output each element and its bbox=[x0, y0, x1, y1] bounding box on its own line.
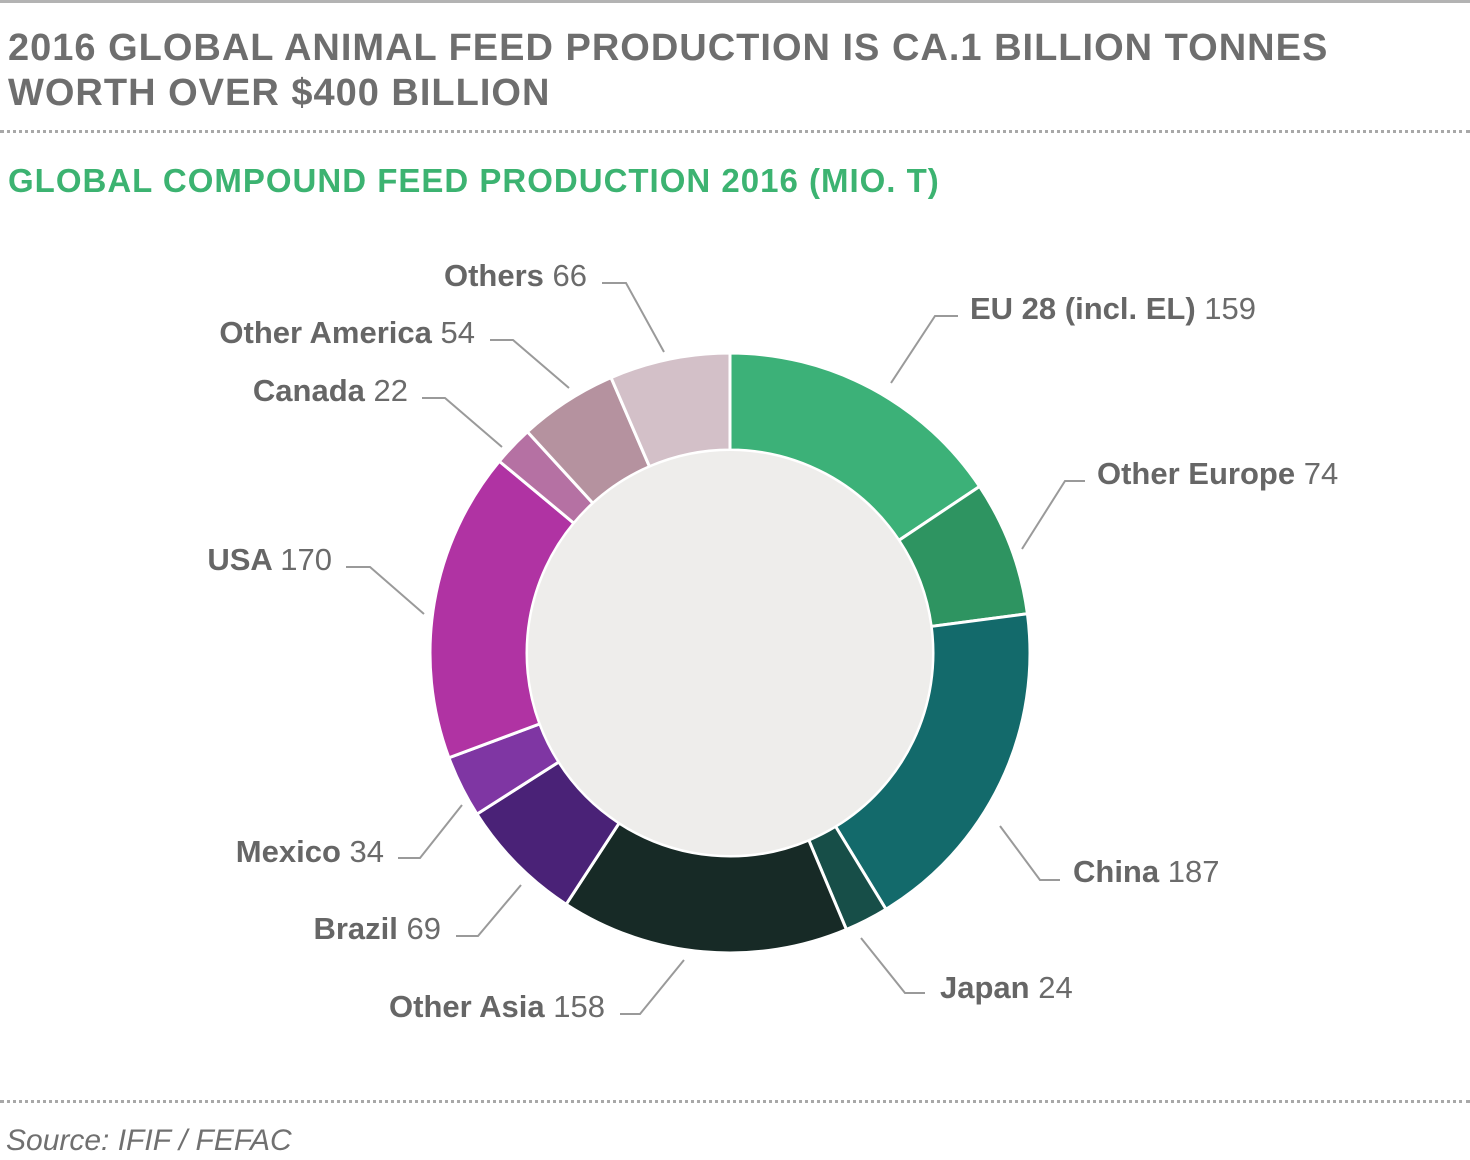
slice-label-value: 170 bbox=[280, 542, 332, 577]
slice-label-name: Other Asia bbox=[389, 989, 553, 1024]
donut-chart: EU 28 (incl. EL) 159 Other Europe 74 China… bbox=[207, 258, 1338, 1024]
slice-label-other-asia: Other Asia 158 bbox=[389, 989, 605, 1024]
slice-label-others: Others 66 bbox=[444, 258, 587, 293]
slice-label-name: Mexico bbox=[236, 834, 350, 869]
slice-label-brazil: Brazil 69 bbox=[313, 911, 441, 946]
chart-title: GLOBAL COMPOUND FEED PRODUCTION 2016 (MI… bbox=[8, 162, 940, 199]
slice-label-name: Canada bbox=[253, 373, 374, 408]
leader-line-other-asia bbox=[620, 959, 685, 1015]
slice-label-value: 22 bbox=[374, 373, 408, 408]
slice-label-china: China 187 bbox=[1073, 854, 1219, 889]
slice-label-name: Others bbox=[444, 258, 553, 293]
leader-line-brazil bbox=[456, 884, 522, 937]
slice-label-value: 159 bbox=[1204, 291, 1256, 326]
slice-label-value: 69 bbox=[407, 911, 441, 946]
leader-line-canada bbox=[422, 397, 503, 448]
leader-line-mexico bbox=[398, 804, 463, 859]
slice-label-other-america: Other America 54 bbox=[219, 315, 475, 350]
slice-label-name: Japan bbox=[940, 970, 1038, 1005]
slice-label-other-europe: Other Europe 74 bbox=[1097, 456, 1338, 491]
donut-slice-china bbox=[833, 612, 1032, 912]
source-note: Source: IFIF / FEFAC bbox=[6, 1124, 292, 1157]
leader-line-china bbox=[999, 825, 1060, 881]
leader-line-others bbox=[602, 282, 665, 353]
slice-label-name: Brazil bbox=[313, 911, 406, 946]
slice-label-value: 158 bbox=[553, 989, 605, 1024]
top-rule bbox=[0, 0, 1470, 3]
donut-slice-others bbox=[609, 351, 732, 469]
slice-label-value: 187 bbox=[1168, 854, 1220, 889]
leader-line-other-america bbox=[490, 339, 570, 389]
slice-label-name: China bbox=[1073, 854, 1168, 889]
leader-line-other-europe bbox=[1021, 480, 1085, 550]
slice-label-name: USA bbox=[207, 542, 280, 577]
slice-label-value: 74 bbox=[1304, 456, 1338, 491]
slice-label-mexico: Mexico 34 bbox=[236, 834, 384, 869]
slice-label-value: 34 bbox=[350, 834, 384, 869]
slice-label-value: 24 bbox=[1038, 970, 1072, 1005]
slice-label-name: Other America bbox=[219, 315, 440, 350]
leader-line-usa bbox=[346, 566, 425, 615]
leader-line-eu-28-incl-el bbox=[890, 315, 958, 384]
page-title: 2016 GLOBAL ANIMAL FEED PRODUCTION IS CA… bbox=[8, 27, 1329, 114]
slice-label-japan: Japan 24 bbox=[940, 970, 1073, 1005]
dotted-divider-bottom bbox=[0, 1100, 1470, 1103]
slice-label-usa: USA 170 bbox=[207, 542, 332, 577]
dotted-divider-top bbox=[0, 130, 1470, 133]
slice-label-canada: Canada 22 bbox=[253, 373, 408, 408]
slice-label-value: 54 bbox=[441, 315, 475, 350]
leader-line-japan bbox=[860, 937, 925, 994]
slice-label-eu-28-incl-el: EU 28 (incl. EL) 159 bbox=[970, 291, 1256, 326]
slice-label-value: 66 bbox=[553, 258, 587, 293]
slice-label-name: EU 28 (incl. EL) bbox=[970, 291, 1204, 326]
donut-center bbox=[528, 451, 932, 855]
slice-label-name: Other Europe bbox=[1097, 456, 1304, 491]
